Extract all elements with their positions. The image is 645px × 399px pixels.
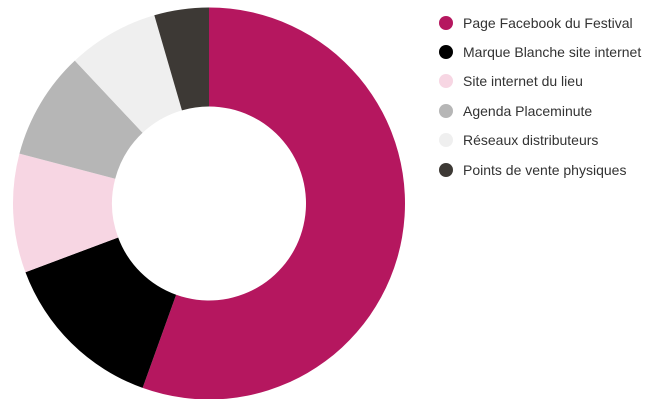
- slice-0[interactable]: [142, 7, 405, 399]
- legend-item-4[interactable]: Réseaux distributeurs: [439, 126, 641, 155]
- legend-label-0: Page Facebook du Festival: [463, 14, 633, 31]
- slice-5[interactable]: [154, 7, 209, 111]
- legend-item-0[interactable]: Page Facebook du Festival: [439, 8, 641, 37]
- legend-label-5: Points de vente physiques: [463, 161, 627, 178]
- legend-label-1: Marque Blanche site internet: [463, 44, 642, 61]
- slice-2[interactable]: [12, 153, 119, 273]
- legend-item-3[interactable]: Agenda Placeminute: [439, 96, 641, 125]
- legend-item-5[interactable]: Points de vente physiques: [439, 155, 641, 184]
- legend-swatch-0: [439, 15, 453, 30]
- legend-label-2: Site internet du lieu: [463, 73, 583, 90]
- legend-label-4: Réseaux distributeurs: [463, 132, 599, 149]
- slice-1[interactable]: [25, 237, 177, 388]
- legend-swatch-5: [439, 162, 453, 177]
- legend-item-1[interactable]: Marque Blanche site internet: [439, 37, 641, 66]
- legend-item-2[interactable]: Site internet du lieu: [439, 67, 641, 96]
- chart-legend: Page Facebook du Festival Marque Blanche …: [439, 8, 641, 184]
- legend-swatch-3: [439, 103, 453, 118]
- legend-swatch-1: [439, 45, 453, 60]
- donut-chart: [12, 7, 405, 399]
- legend-swatch-4: [439, 133, 453, 148]
- legend-swatch-2: [439, 74, 453, 89]
- slice-4[interactable]: [74, 15, 182, 133]
- legend-label-3: Agenda Placeminute: [463, 102, 593, 119]
- slice-3[interactable]: [19, 60, 143, 179]
